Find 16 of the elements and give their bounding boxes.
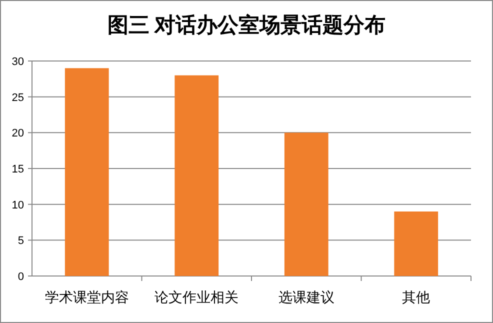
y-tick-label: 15 bbox=[12, 164, 24, 176]
y-tick-label: 10 bbox=[12, 199, 24, 212]
bar bbox=[174, 75, 219, 276]
x-tick-label: 学术课堂内容 bbox=[44, 289, 129, 305]
chart-title: 图三 对话办公室场景话题分布 bbox=[107, 13, 386, 37]
x-tick-label: 论文作业相关 bbox=[154, 289, 239, 305]
y-tick-label: 20 bbox=[12, 128, 24, 140]
y-tick-label: 5 bbox=[18, 235, 24, 248]
x-tick-label: 选课建议 bbox=[278, 289, 334, 305]
bar bbox=[394, 212, 438, 276]
y-tick-label: 0 bbox=[18, 271, 24, 283]
bar bbox=[284, 132, 328, 276]
y-tick-label: 25 bbox=[12, 92, 24, 104]
y-tick-label: 30 bbox=[12, 56, 24, 68]
x-tick-label: 其他 bbox=[402, 289, 430, 305]
bar bbox=[64, 68, 109, 276]
